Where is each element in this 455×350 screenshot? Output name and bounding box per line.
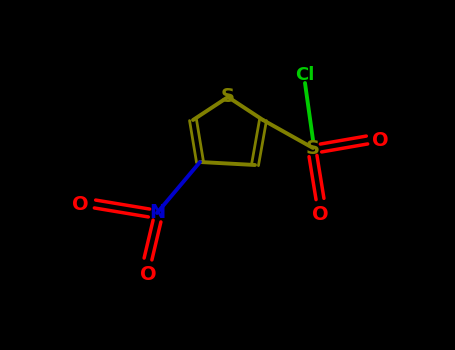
- Text: S: S: [306, 139, 320, 158]
- Text: O: O: [72, 195, 88, 214]
- Text: O: O: [312, 204, 329, 224]
- Text: S: S: [221, 88, 235, 106]
- Text: N: N: [149, 203, 165, 223]
- Text: O: O: [372, 131, 388, 149]
- Text: Cl: Cl: [295, 66, 315, 84]
- Text: O: O: [140, 266, 157, 285]
